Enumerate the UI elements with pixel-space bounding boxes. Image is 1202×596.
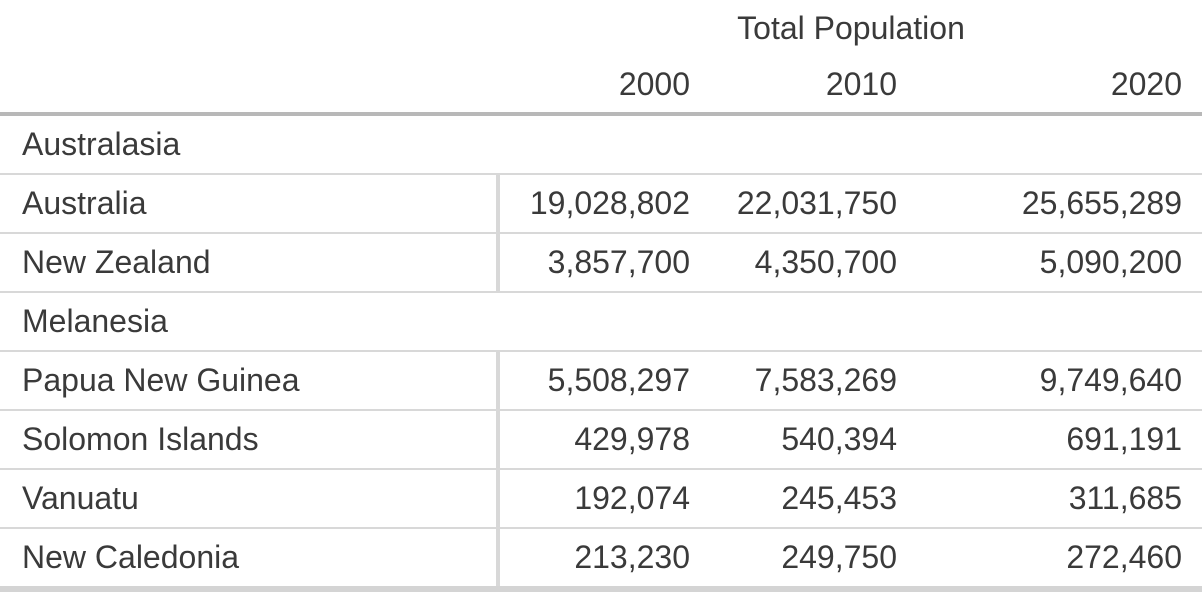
table-header: Total Population <box>0 0 1202 56</box>
population-2010: 4,350,700 <box>754 244 897 280</box>
population-2000: 3,857,700 <box>547 244 690 280</box>
population-2020: 9,749,640 <box>1039 362 1182 398</box>
population-2020: 311,685 <box>1068 480 1182 516</box>
country-name: New Caledonia <box>0 529 500 586</box>
year-header-row: 2000 2010 2020 <box>0 56 1202 112</box>
country-name: Papua New Guinea <box>0 352 500 409</box>
country-name: Solomon Islands <box>0 411 500 468</box>
section-row-australasia: Australasia <box>0 116 1202 175</box>
population-2010: 249,750 <box>781 539 897 575</box>
country-name: New Zealand <box>0 234 500 291</box>
population-2020: 5,090,200 <box>1039 244 1182 280</box>
table-title: Total Population <box>737 9 965 46</box>
table-row-solomon-islands: Solomon Islands 429,978 540,394 691,191 <box>0 411 1202 470</box>
table-row-australia: Australia 19,028,802 22,031,750 25,655,2… <box>0 175 1202 234</box>
population-2010: 245,453 <box>781 480 897 516</box>
population-2000: 429,978 <box>574 421 690 457</box>
population-2010: 540,394 <box>781 421 897 457</box>
table-body: Australasia Australia 19,028,802 22,031,… <box>0 112 1202 592</box>
country-name: Vanuatu <box>0 470 500 527</box>
population-2000: 192,074 <box>574 480 690 516</box>
population-2020: 272,460 <box>1066 539 1182 575</box>
section-row-melanesia: Melanesia <box>0 293 1202 352</box>
section-label: Australasia <box>22 126 181 162</box>
table-row-new-zealand: New Zealand 3,857,700 4,350,700 5,090,20… <box>0 234 1202 293</box>
population-2010: 7,583,269 <box>754 362 897 398</box>
table-row-vanuatu: Vanuatu 192,074 245,453 311,685 <box>0 470 1202 529</box>
population-2000: 5,508,297 <box>547 362 690 398</box>
column-header-2010: 2010 <box>825 65 897 102</box>
column-header-2000: 2000 <box>618 65 690 102</box>
population-2000: 19,028,802 <box>529 185 690 221</box>
country-name: Australia <box>0 175 500 232</box>
population-2010: 22,031,750 <box>736 185 897 221</box>
population-2020: 25,655,289 <box>1021 185 1182 221</box>
table-row-new-caledonia: New Caledonia 213,230 249,750 272,460 <box>0 529 1202 592</box>
column-header-2020: 2020 <box>1110 65 1182 102</box>
population-2000: 213,230 <box>574 539 690 575</box>
section-label: Melanesia <box>22 303 168 339</box>
table-row-papua-new-guinea: Papua New Guinea 5,508,297 7,583,269 9,7… <box>0 352 1202 411</box>
population-2020: 691,191 <box>1066 421 1182 457</box>
